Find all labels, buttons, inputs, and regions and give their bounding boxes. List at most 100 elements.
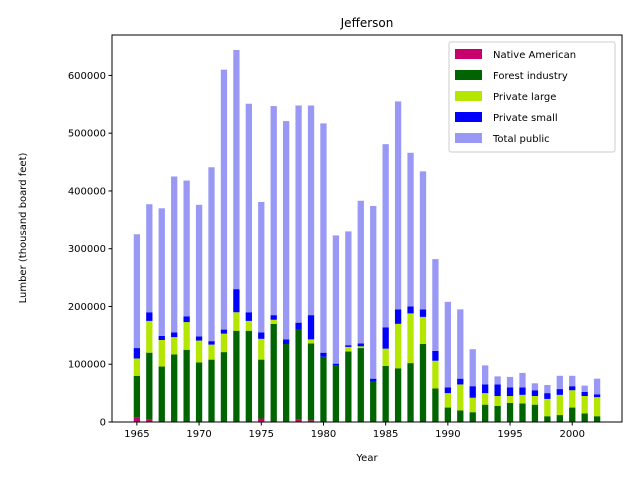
bar-total-public-1998 bbox=[544, 385, 551, 394]
bar-private-large-1987 bbox=[407, 313, 414, 364]
bar-private-small-1990 bbox=[444, 387, 451, 394]
bar-private-small-1982 bbox=[345, 345, 352, 347]
bar-forest-industry-1975 bbox=[258, 359, 265, 419]
bar-private-large-1994 bbox=[494, 396, 501, 406]
bar-private-small-1981 bbox=[332, 363, 340, 366]
bar-forest-industry-2001 bbox=[581, 413, 588, 422]
legend-frame bbox=[448, 41, 616, 153]
bar-forest-industry-1972 bbox=[220, 352, 228, 422]
bar-private-small-1980 bbox=[320, 352, 327, 357]
x-tick-label: 1970 bbox=[186, 429, 211, 440]
y-axis-label: Lumber (thousand board feet) bbox=[18, 153, 29, 304]
bar-total-public-1966 bbox=[146, 204, 153, 313]
bar-forest-industry-1993 bbox=[482, 404, 489, 422]
bar-private-large-1995 bbox=[506, 396, 514, 403]
bar-native-american-1975 bbox=[258, 418, 265, 422]
bar-total-public-1996 bbox=[519, 372, 526, 388]
y-tick-label: 500000 bbox=[68, 129, 106, 140]
y-tick-label: 200000 bbox=[68, 302, 106, 313]
legend-swatch-native-american bbox=[455, 49, 482, 59]
x-axis-label: Year bbox=[355, 453, 378, 464]
legend: Native American Forest industry Private la… bbox=[448, 41, 616, 153]
y-tick-label: 0 bbox=[100, 418, 106, 429]
bar-total-public-1980 bbox=[320, 123, 327, 353]
bar-total-public-1977 bbox=[283, 121, 290, 340]
bar-total-public-1967 bbox=[158, 208, 165, 336]
bar-private-small-1979 bbox=[307, 315, 315, 340]
bar-forest-industry-1979 bbox=[307, 343, 315, 421]
bar-private-large-1996 bbox=[519, 394, 526, 404]
bar-forest-industry-1970 bbox=[195, 362, 203, 422]
bar-forest-industry-1980 bbox=[320, 356, 327, 422]
bar-private-large-1975 bbox=[258, 338, 265, 360]
bar-forest-industry-1969 bbox=[183, 349, 190, 422]
x-tick-label: 1990 bbox=[435, 429, 460, 440]
bar-total-public-1995 bbox=[506, 376, 514, 388]
bar-total-public-1989 bbox=[432, 259, 439, 351]
bar-private-small-1970 bbox=[195, 336, 203, 341]
bar-native-american-1966 bbox=[146, 419, 153, 422]
bar-private-small-1985 bbox=[382, 327, 389, 349]
bar-forest-industry-1989 bbox=[432, 388, 439, 422]
bar-private-small-1993 bbox=[482, 384, 489, 394]
bar-total-public-1979 bbox=[307, 105, 315, 316]
bar-private-small-1983 bbox=[357, 343, 364, 347]
x-tick-label: 1965 bbox=[124, 429, 149, 440]
bar-private-small-1998 bbox=[544, 393, 551, 399]
legend-swatch-private-large bbox=[455, 91, 482, 101]
plot-area-frame bbox=[111, 34, 623, 423]
bar-private-large-1986 bbox=[394, 323, 402, 369]
bar-forest-industry-1976 bbox=[270, 323, 277, 422]
bar-forest-industry-1999 bbox=[556, 415, 563, 422]
bar-forest-industry-1983 bbox=[357, 348, 364, 422]
bar-forest-industry-1974 bbox=[245, 330, 252, 422]
bar-private-small-1972 bbox=[220, 329, 228, 334]
legend-label-private-large: Private large bbox=[493, 92, 556, 103]
bar-total-public-1984 bbox=[370, 205, 377, 379]
bar-total-public-1978 bbox=[295, 105, 302, 323]
bar-forest-industry-1984 bbox=[370, 381, 377, 422]
bar-forest-industry-1985 bbox=[382, 365, 389, 422]
bar-total-public-2001 bbox=[581, 385, 588, 392]
bar-private-large-1990 bbox=[444, 393, 451, 408]
bar-total-public-1994 bbox=[494, 376, 501, 385]
bar-private-small-1973 bbox=[233, 289, 240, 313]
y-tick-label: 400000 bbox=[68, 186, 106, 197]
x-tick-label: 1985 bbox=[373, 429, 398, 440]
bar-private-large-2000 bbox=[569, 390, 576, 408]
bar-private-large-1976 bbox=[270, 319, 277, 324]
bar-forest-industry-1995 bbox=[506, 402, 514, 422]
x-axis: 1965 1970 1975 1980 1985 1990 1995 2000 bbox=[124, 422, 585, 440]
legend-label-native-american: Native American bbox=[493, 50, 576, 61]
bar-private-large-2001 bbox=[581, 396, 588, 414]
bar-private-small-1986 bbox=[394, 309, 402, 324]
bar-total-public-1991 bbox=[457, 309, 464, 379]
bar-total-public-1983 bbox=[357, 200, 364, 344]
bar-private-small-2001 bbox=[581, 391, 588, 396]
bar-forest-industry-1978 bbox=[295, 329, 302, 420]
bar-private-large-1983 bbox=[357, 346, 364, 349]
chart-title: Jefferson bbox=[340, 16, 394, 30]
bar-private-small-2002 bbox=[593, 394, 601, 398]
bar-forest-industry-1986 bbox=[394, 368, 402, 422]
bar-total-public-1988 bbox=[419, 171, 427, 310]
bar-forest-industry-1988 bbox=[419, 344, 427, 422]
bar-private-small-1969 bbox=[183, 316, 190, 323]
bar-private-large-1972 bbox=[220, 333, 228, 353]
bar-forest-industry-1994 bbox=[494, 405, 501, 422]
bar-forest-industry-1991 bbox=[457, 410, 464, 422]
bar-forest-industry-1982 bbox=[345, 351, 352, 422]
bar-total-public-1985 bbox=[382, 144, 389, 328]
y-axis: 0 100000 200000 300000 400000 500000 600000 bbox=[68, 71, 112, 429]
bar-forest-industry-2000 bbox=[569, 407, 576, 422]
bar-private-small-1992 bbox=[469, 386, 476, 398]
bar-total-public-1976 bbox=[270, 106, 277, 316]
y-tick-label: 600000 bbox=[68, 71, 106, 82]
bar-private-large-1985 bbox=[382, 348, 389, 366]
bar-private-small-2000 bbox=[569, 386, 576, 391]
bars-layer bbox=[133, 50, 601, 422]
y-tick-label: 300000 bbox=[68, 244, 106, 255]
bar-total-public-1990 bbox=[444, 301, 451, 388]
bar-private-large-1993 bbox=[482, 393, 489, 405]
